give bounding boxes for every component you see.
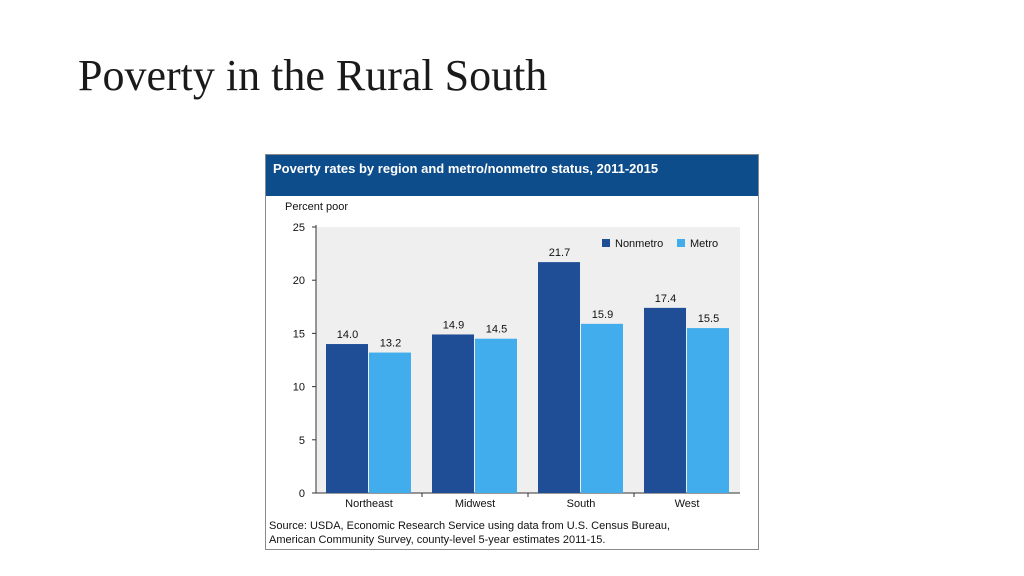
legend-label-metro: Metro xyxy=(690,238,718,250)
chart-figure: Poverty rates by region and metro/nonmet… xyxy=(265,154,759,550)
x-tick-label: Northeast xyxy=(345,498,393,510)
bar-nonmetro-south xyxy=(538,262,580,493)
bar-nonmetro-northeast xyxy=(326,344,368,493)
y-tick-label: 5 xyxy=(299,435,305,447)
data-label: 15.5 xyxy=(698,313,719,325)
legend-swatch-metro xyxy=(677,239,685,247)
data-label: 21.7 xyxy=(549,247,570,259)
x-tick-label: Midwest xyxy=(455,498,495,510)
legend-swatch-nonmetro xyxy=(602,239,610,247)
y-tick-label: 25 xyxy=(293,222,305,234)
bar-metro-west xyxy=(687,328,729,493)
source-line-2: American Community Survey, county-level … xyxy=(269,534,606,546)
data-label: 17.4 xyxy=(655,293,676,305)
source-line-1: Source: USDA, Economic Research Service … xyxy=(269,520,671,532)
x-tick-label: West xyxy=(675,498,700,510)
y-tick-label: 10 xyxy=(293,382,305,394)
data-label: 13.2 xyxy=(380,338,401,350)
slide-title: Poverty in the Rural South xyxy=(78,51,548,100)
legend-label-nonmetro: Nonmetro xyxy=(615,238,663,250)
y-tick-label: 15 xyxy=(293,328,305,340)
bar-metro-midwest xyxy=(475,338,517,493)
bar-nonmetro-west xyxy=(644,307,686,493)
bar-metro-northeast xyxy=(369,352,411,493)
y-tick-label: 0 xyxy=(299,488,305,500)
y-tick-label: 20 xyxy=(293,275,305,287)
data-label: 14.5 xyxy=(486,324,507,336)
x-tick-label: South xyxy=(567,498,596,510)
bar-metro-south xyxy=(581,323,623,493)
chart-title: Poverty rates by region and metro/nonmet… xyxy=(266,155,758,196)
bar-chart: Percent poor 0 5 10 15 20 25 Northeast 14.0 13.2 M… xyxy=(285,201,740,510)
data-label: 14.0 xyxy=(337,329,358,341)
data-label: 14.9 xyxy=(443,319,464,331)
source-note: Source: USDA, Economic Research Service … xyxy=(269,519,757,547)
data-label: 15.9 xyxy=(592,309,613,321)
y-axis-title: Percent poor xyxy=(285,201,348,213)
bar-nonmetro-midwest xyxy=(432,334,474,493)
